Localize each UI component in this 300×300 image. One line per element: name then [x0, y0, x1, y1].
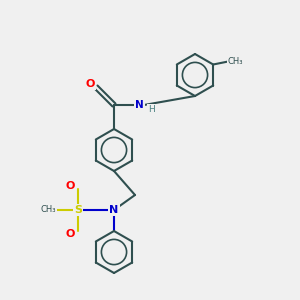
- Text: S: S: [74, 205, 82, 215]
- Text: N: N: [110, 205, 118, 215]
- Text: CH₃: CH₃: [40, 206, 56, 214]
- Text: N: N: [135, 100, 144, 110]
- Text: O: O: [85, 79, 95, 89]
- Text: CH₃: CH₃: [228, 57, 243, 66]
- Text: O: O: [66, 229, 75, 239]
- Text: O: O: [66, 181, 75, 191]
- Text: H: H: [148, 105, 155, 114]
